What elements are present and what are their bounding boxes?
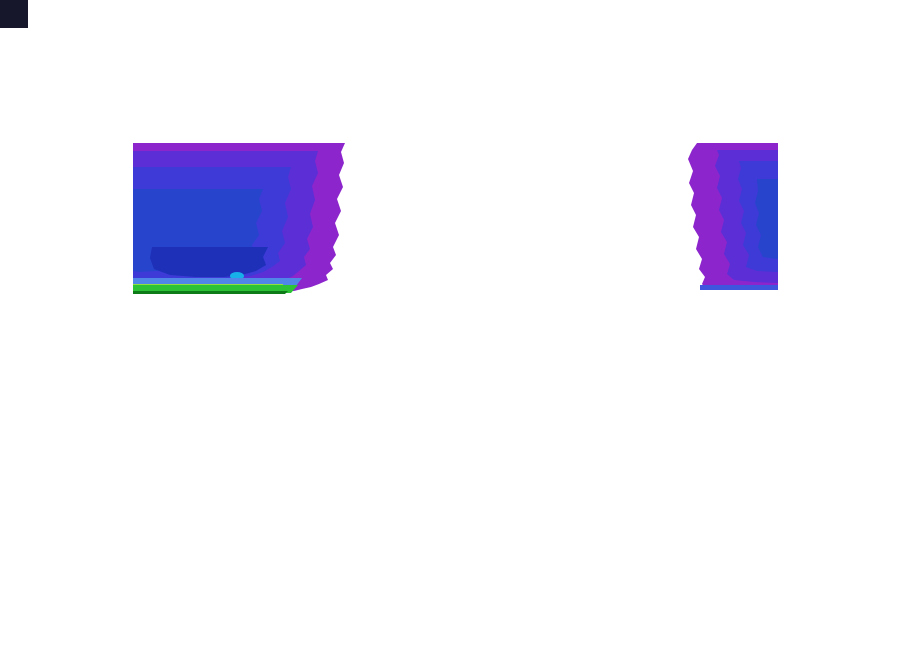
z-axis-title xyxy=(74,140,98,460)
cloud-base-darkgreen-line xyxy=(133,291,288,294)
left-cloud-fill-navy xyxy=(150,247,268,277)
cloud-base-pale-line xyxy=(133,284,283,286)
filled-contour-regions xyxy=(133,143,778,294)
corner-marker xyxy=(0,0,28,28)
right-cloud-fill-deep-blue xyxy=(755,179,778,259)
right-cloud-base-blue-line xyxy=(700,285,778,290)
